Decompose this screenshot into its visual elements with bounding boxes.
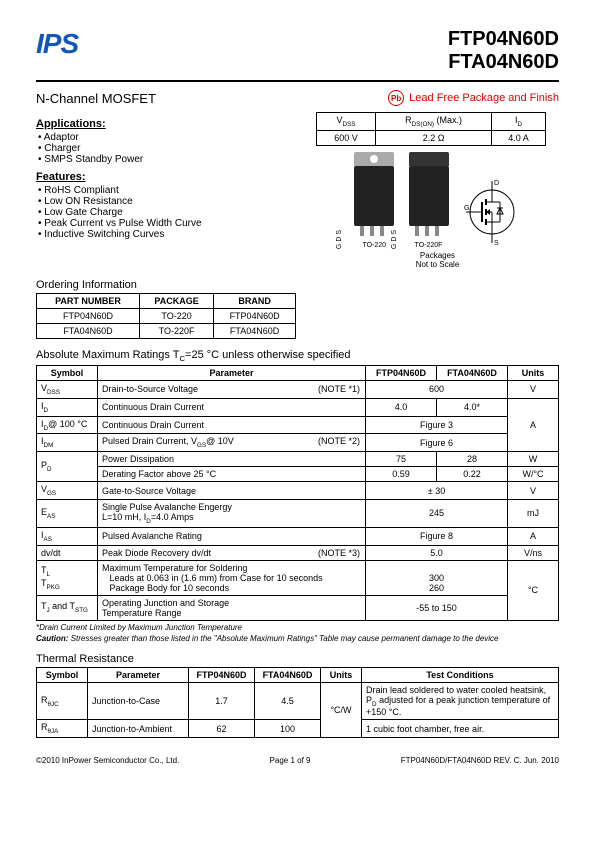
table-header: FTP04N60D <box>366 365 437 380</box>
table-row: VDSSDrain-to-Source Voltage (NOTE *1)600… <box>37 380 559 398</box>
table-header: FTA04N60D <box>255 667 321 682</box>
ordering-table: PART NUMBER PACKAGE BRAND FTP04N60DTO-22… <box>36 293 296 339</box>
table-header: BRAND <box>214 293 296 308</box>
table-header: Parameter <box>88 667 189 682</box>
header: IPS FTP04N60D FTA04N60D <box>36 28 559 74</box>
table-header: FTA04N60D <box>437 365 508 380</box>
table-row: RθJCJunction-to-Case1.74.5 °C/W Drain le… <box>37 682 559 720</box>
table-cell: 600 V <box>317 130 376 145</box>
package-to220f-icon <box>409 166 449 226</box>
ratings-heading: Absolute Maximum Ratings TC=25 °C unless… <box>36 349 559 363</box>
thermal-heading: Thermal Resistance <box>36 653 559 665</box>
footer-right: FTP04N60D/FTA04N60D REV. C. Jun. 2010 <box>401 756 559 765</box>
table-header: VDSS <box>317 113 376 131</box>
table-row: IASPulsed Avalanche RatingFigure 8A <box>37 527 559 545</box>
thermal-table: Symbol Parameter FTP04N60D FTA04N60D Uni… <box>36 667 559 739</box>
device-type: N-Channel MOSFET <box>36 91 156 106</box>
quick-spec-table: VDSS RDS(ON) (Max.) ID 600 V 2.2 Ω 4.0 A <box>316 112 546 146</box>
svg-text:S: S <box>494 240 499 247</box>
table-row: PDPower Dissipation7528W <box>37 452 559 467</box>
top-section: Applications: Adaptor Charger SMPS Stand… <box>36 112 559 269</box>
features-heading: Features: <box>36 171 296 183</box>
table-header: PART NUMBER <box>37 293 140 308</box>
applications-list: Adaptor Charger SMPS Standby Power <box>36 132 296 165</box>
footer: ©2010 InPower Semiconductor Co., Ltd. Pa… <box>36 756 559 765</box>
table-header: PACKAGE <box>140 293 214 308</box>
lead-free-text: Lead Free Package and Finish <box>409 92 559 104</box>
table-header: Parameter <box>98 365 366 380</box>
table-header: Symbol <box>37 667 88 682</box>
table-row: FTA04N60DTO-220FFTA04N60D <box>37 323 296 338</box>
ratings-table: Symbol Parameter FTP04N60D FTA04N60D Uni… <box>36 365 559 621</box>
table-row: IDMPulsed Drain Current, VGS@ 10V (NOTE … <box>37 434 559 452</box>
applications-heading: Applications: <box>36 118 296 130</box>
ratings-note-1: *Drain Current Limited by Maximum Juncti… <box>36 623 559 632</box>
table-row: dv/dtPeak Diode Recovery dv/dt (NOTE *3)… <box>37 545 559 560</box>
table-header: RDS(ON) (Max.) <box>376 113 492 131</box>
title-2: FTA04N60D <box>448 51 559 74</box>
table-cell: 4.0 A <box>492 130 546 145</box>
divider <box>36 80 559 82</box>
lead-free-note: Pb Lead Free Package and Finish <box>388 90 559 106</box>
list-item: Peak Current vs Pulse Width Curve <box>38 218 296 229</box>
list-item: SMPS Standby Power <box>38 154 296 165</box>
table-row: Derating Factor above 25 °C0.590.22W/°C <box>37 467 559 482</box>
pin-labels: G D S <box>336 230 343 249</box>
pin-labels: G D S <box>391 230 398 249</box>
svg-text:G: G <box>464 205 469 212</box>
pb-icon: Pb <box>388 90 404 106</box>
table-row: TJ and TSTGOperating Junction and Storag… <box>37 595 559 620</box>
table-header: Units <box>321 667 362 682</box>
table-header: Symbol <box>37 365 98 380</box>
title-1: FTP04N60D <box>448 28 559 51</box>
list-item: Low Gate Charge <box>38 207 296 218</box>
logo: IPS <box>36 28 78 60</box>
table-header: Test Conditions <box>362 667 559 682</box>
list-item: Inductive Switching Curves <box>38 229 296 240</box>
list-item: RoHS Compliant <box>38 185 296 196</box>
list-item: Charger <box>38 143 296 154</box>
table-header: Units <box>508 365 559 380</box>
package-label: TO-220F <box>403 242 455 249</box>
list-item: Low ON Resistance <box>38 196 296 207</box>
package-to220-icon <box>354 166 394 226</box>
footer-center: Page 1 of 9 <box>270 756 311 765</box>
table-row: EASSingle Pulse Avalanche EngergyL=10 mH… <box>37 499 559 527</box>
list-item: Adaptor <box>38 132 296 143</box>
package-images: G D S TO-220 G D S TO-220F <box>316 166 559 269</box>
features-list: RoHS Compliant Low ON Resistance Low Gat… <box>36 185 296 240</box>
svg-text:D: D <box>494 180 499 187</box>
table-row: FTP04N60DTO-220FTP04N60D <box>37 308 296 323</box>
footer-left: ©2010 InPower Semiconductor Co., Ltd. <box>36 756 179 765</box>
package-note: PackagesNot to Scale <box>316 251 559 269</box>
table-row: TLTPKGMaximum Temperature for Soldering … <box>37 560 559 595</box>
ordering-heading: Ordering Information <box>36 279 559 291</box>
mosfet-symbol-icon: D G S <box>457 177 527 249</box>
table-cell: 2.2 Ω <box>376 130 492 145</box>
part-titles: FTP04N60D FTA04N60D <box>448 28 559 74</box>
table-header: ID <box>492 113 546 131</box>
ratings-note-2: Caution: Stresses greater than those lis… <box>36 634 559 643</box>
table-row: ID@ 100 °CContinuous Drain CurrentFigure… <box>37 416 559 434</box>
table-row: VGSGate-to-Source Voltage± 30V <box>37 482 559 500</box>
subtitle-row: N-Channel MOSFET Pb Lead Free Package an… <box>36 90 559 106</box>
table-header: FTP04N60D <box>189 667 255 682</box>
table-row: RθJAJunction-to-Ambient62100 1 cubic foo… <box>37 720 559 738</box>
table-row: IDContinuous Drain Current4.04.0*A <box>37 398 559 416</box>
